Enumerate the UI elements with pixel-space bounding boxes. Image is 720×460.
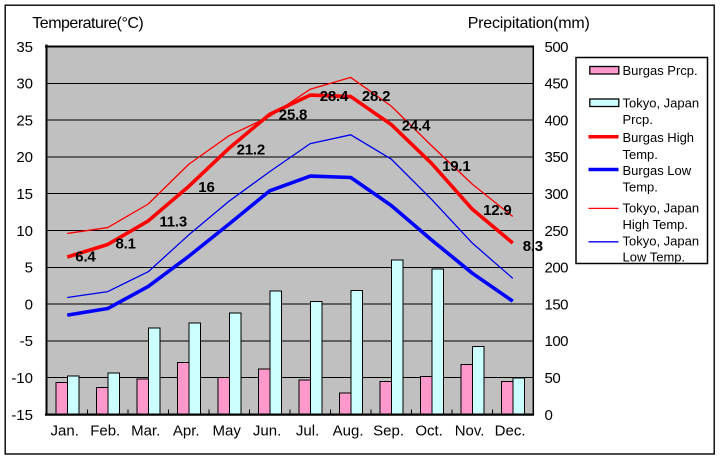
svg-text:150: 150: [545, 296, 569, 313]
svg-text:Nov.: Nov.: [455, 423, 485, 440]
svg-text:Oct.: Oct.: [415, 423, 443, 440]
svg-text:0: 0: [545, 407, 553, 424]
svg-text:28.4: 28.4: [320, 88, 349, 105]
svg-text:28.2: 28.2: [362, 88, 390, 105]
svg-text:200: 200: [545, 260, 569, 277]
svg-text:Jan.: Jan.: [51, 423, 79, 440]
svg-text:Aug.: Aug.: [333, 423, 364, 440]
svg-text:250: 250: [545, 223, 569, 240]
svg-text:Precipitation(mm): Precipitation(mm): [468, 15, 590, 32]
svg-text:19.1: 19.1: [442, 158, 470, 175]
svg-text:21.2: 21.2: [237, 142, 265, 159]
svg-text:May: May: [213, 423, 242, 440]
svg-text:Temp.: Temp.: [623, 147, 658, 162]
svg-text:Burgas High: Burgas High: [623, 130, 695, 145]
svg-text:100: 100: [545, 333, 569, 350]
svg-text:Temp.: Temp.: [623, 180, 658, 195]
svg-text:-10: -10: [11, 370, 33, 387]
svg-text:Dec.: Dec.: [495, 423, 526, 440]
svg-text:16: 16: [198, 179, 214, 196]
svg-text:Apr.: Apr.: [173, 423, 200, 440]
svg-text:300: 300: [545, 186, 569, 203]
svg-text:High Temp.: High Temp.: [623, 217, 689, 232]
svg-text:Sep.: Sep.: [373, 423, 404, 440]
svg-text:8.1: 8.1: [116, 235, 136, 252]
svg-text:Feb.: Feb.: [90, 423, 120, 440]
svg-text:450: 450: [545, 76, 569, 93]
svg-text:24.4: 24.4: [402, 118, 431, 135]
svg-text:400: 400: [545, 112, 569, 129]
svg-text:Tokyo, Japan: Tokyo, Japan: [623, 234, 700, 249]
svg-text:Jun.: Jun.: [253, 423, 281, 440]
svg-text:25: 25: [16, 112, 33, 129]
svg-text:Prcp.: Prcp.: [623, 112, 653, 127]
svg-text:Tokyo, Japan: Tokyo, Japan: [623, 95, 700, 110]
svg-text:Low Temp.: Low Temp.: [623, 249, 686, 264]
svg-text:Tokyo, Japan: Tokyo, Japan: [623, 201, 700, 216]
svg-text:Jul.: Jul.: [296, 423, 319, 440]
svg-text:25.8: 25.8: [279, 107, 307, 124]
svg-text:350: 350: [545, 149, 569, 166]
svg-text:35: 35: [16, 39, 33, 56]
svg-text:10: 10: [16, 223, 33, 240]
svg-text:-15: -15: [11, 407, 33, 424]
svg-text:20: 20: [16, 149, 33, 166]
svg-text:0: 0: [25, 296, 33, 313]
svg-text:500: 500: [545, 39, 569, 56]
svg-text:6.4: 6.4: [75, 248, 96, 265]
svg-text:12.9: 12.9: [483, 202, 511, 219]
svg-text:15: 15: [16, 186, 33, 203]
svg-text:Burgas Low: Burgas Low: [623, 163, 692, 178]
svg-text:30: 30: [16, 76, 33, 93]
svg-text:Burgas Prcp.: Burgas Prcp.: [623, 63, 698, 78]
svg-text:Temperature(°C): Temperature(°C): [32, 15, 143, 32]
svg-text:11.3: 11.3: [159, 214, 187, 231]
svg-text:Mar.: Mar.: [131, 423, 160, 440]
svg-text:5: 5: [25, 260, 33, 277]
svg-text:-5: -5: [20, 333, 33, 350]
svg-text:8.3: 8.3: [523, 238, 543, 255]
svg-text:50: 50: [545, 370, 561, 387]
